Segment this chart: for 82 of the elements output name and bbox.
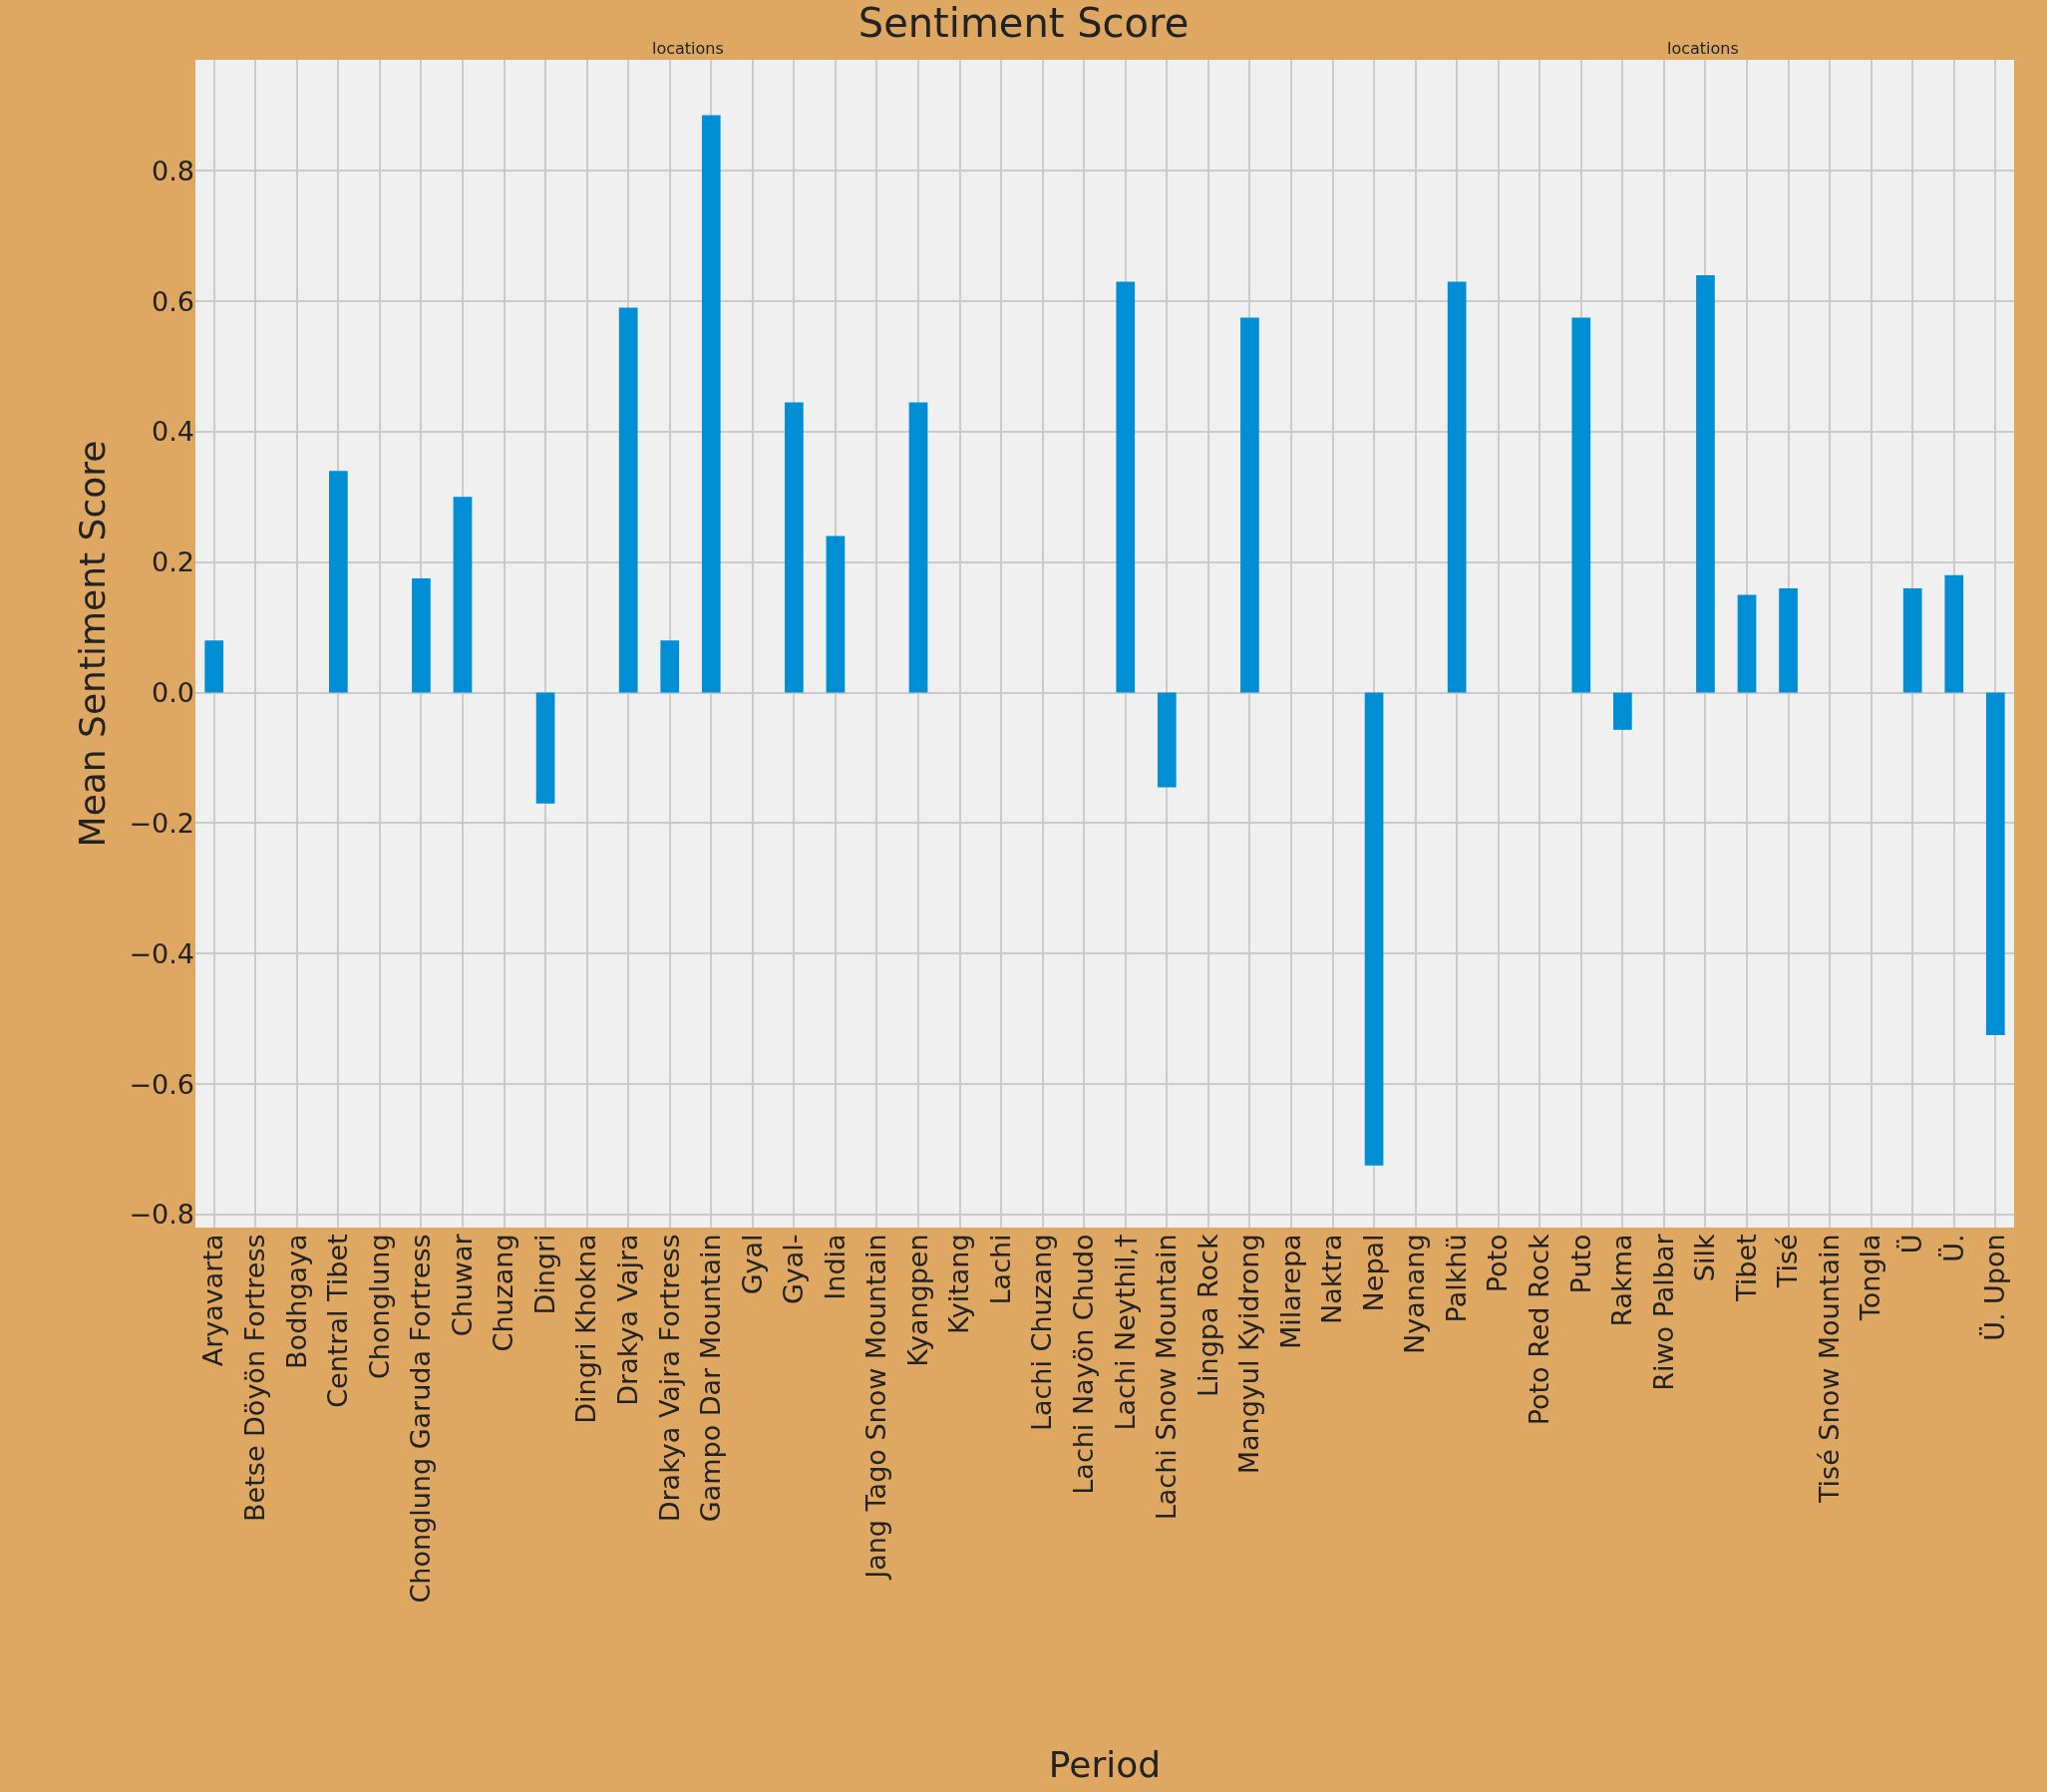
x-tick-label: Betse Döyön Fortress: [239, 1234, 271, 1522]
x-tick-label: Naktra: [1316, 1234, 1348, 1325]
x-tick-label: Drakya Vajra: [611, 1234, 643, 1406]
x-tick-label: Kyitang: [943, 1234, 975, 1335]
x-tick-label: Gyal-: [778, 1234, 810, 1305]
y-tick-label: 0.0: [152, 677, 194, 709]
bar: [1696, 274, 1715, 693]
x-tick-label: Rakma: [1606, 1234, 1638, 1327]
x-tick-label: Milarepa: [1274, 1234, 1306, 1350]
x-tick-label: Lachi: [984, 1234, 1016, 1305]
x-tick-label: Dingri: [528, 1234, 560, 1315]
x-tick-label: Drakya Vajra Fortress: [653, 1234, 685, 1523]
text: locations: [1667, 39, 1739, 58]
y-tick-label: −0.4: [129, 937, 194, 969]
bar: [701, 115, 721, 693]
x-tick-label: Lachi Snow Mountain: [1151, 1234, 1183, 1521]
y-tick-label: 0.2: [152, 546, 194, 578]
x-tick-label: Tisé: [1772, 1234, 1804, 1289]
x-tick-label: Nepal: [1357, 1234, 1389, 1312]
x-tick-label: Palkhü: [1440, 1234, 1472, 1323]
bar: [1364, 692, 1384, 1166]
x-tick-label: Chuzang: [488, 1234, 519, 1352]
bar: [660, 640, 680, 693]
x-tick-label: Lachi Neythil,†: [1109, 1234, 1141, 1431]
x-tick-label: Bodhgaya: [280, 1234, 312, 1369]
x-axis-title: Period: [1048, 1744, 1162, 1786]
y-tick-label: 0.6: [152, 285, 194, 317]
y-tick-label: −0.6: [129, 1068, 194, 1100]
bar: [1985, 692, 2005, 1036]
bar: [1157, 692, 1177, 788]
x-tick-label: Tongla: [1855, 1234, 1886, 1322]
x-tick-label: Silk: [1689, 1234, 1721, 1282]
bar: [1902, 587, 1922, 693]
bar: [1944, 574, 1964, 693]
x-tick-label: Tisé Snow Mountain: [1813, 1234, 1845, 1505]
x-tick-label: Ü: [1895, 1234, 1927, 1254]
x-tick-label: Central Tibet: [322, 1234, 354, 1408]
x-tick-label: Tibet: [1730, 1234, 1762, 1302]
x-tick-label: Chonglung Garuda Fortress: [405, 1234, 437, 1604]
bar: [1613, 692, 1632, 730]
x-tick-label: Puto: [1564, 1234, 1596, 1294]
x-tick-label: Kyangpen: [901, 1234, 933, 1367]
x-tick-label: Ü. Upon: [1979, 1234, 2011, 1341]
x-tick-label: Lingpa Rock: [1192, 1234, 1223, 1398]
bar: [908, 402, 928, 693]
y-axis-title: Mean Sentiment Score: [72, 440, 114, 848]
bar: [785, 402, 804, 693]
bar: [453, 497, 473, 693]
x-tick-label: Aryavarta: [197, 1234, 229, 1367]
bar: [826, 536, 846, 693]
x-tick-label: Chuwar: [446, 1233, 478, 1337]
bar: [1737, 594, 1757, 693]
x-tick-label: Ü.: [1937, 1234, 1969, 1262]
x-tick-label: Mangyul Kyidrong: [1233, 1234, 1265, 1475]
x-tick-label: Poto Red Rock: [1524, 1234, 1555, 1426]
y-tick-label: −0.2: [129, 807, 194, 839]
x-tick-label: Lachi Chuzang: [1026, 1234, 1058, 1432]
y-tick-label: −0.8: [129, 1199, 194, 1231]
x-tick-label: Lachi Nayön Chudo: [1068, 1234, 1100, 1495]
bar: [1447, 281, 1467, 693]
bar: [535, 692, 555, 804]
x-tick-label: Gyal: [736, 1234, 768, 1295]
bar: [1571, 317, 1591, 693]
bar: [412, 578, 431, 693]
chart-title: Sentiment Score: [857, 0, 1190, 46]
bar: [1240, 317, 1259, 693]
x-tick-label: Jang Tago Snow Mountain: [860, 1234, 892, 1581]
x-tick-label: Poto: [1482, 1234, 1514, 1293]
bar: [618, 307, 638, 693]
y-tick-label: 0.8: [152, 155, 194, 186]
x-tick-label: Gampo Dar Mountain: [695, 1234, 727, 1523]
x-tick-label: Chonglung: [363, 1234, 395, 1380]
x-tick-label: Riwo Palbar: [1647, 1233, 1679, 1391]
bar: [1116, 281, 1136, 693]
x-tick-label: India: [819, 1234, 851, 1300]
x-tick-label: Dingri Khokna: [570, 1234, 602, 1424]
x-tick-label: Nyanang: [1399, 1234, 1431, 1355]
text: locations: [652, 39, 724, 58]
y-tick-label: 0.4: [152, 416, 194, 448]
bar: [1779, 587, 1798, 693]
bar: [329, 471, 348, 693]
bar: [204, 640, 224, 693]
